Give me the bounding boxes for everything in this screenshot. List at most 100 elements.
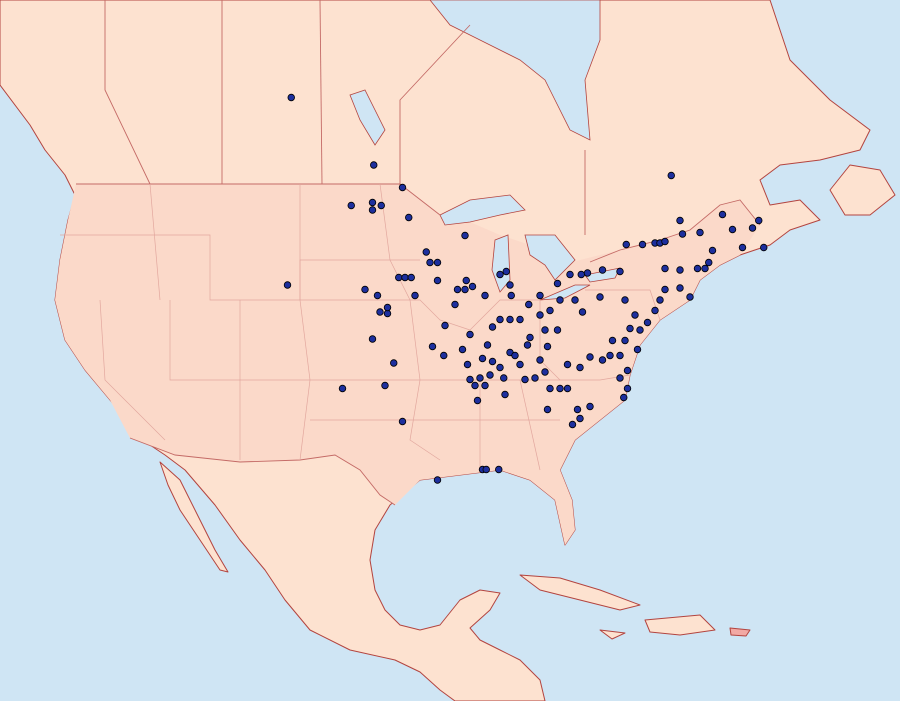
occurrence-point: [471, 381, 479, 390]
occurrence-point: [541, 368, 549, 376]
occurrence-point: [422, 248, 430, 256]
occurrence-point: [383, 303, 392, 312]
occurrence-point: [616, 374, 624, 382]
occurrence-point: [576, 363, 584, 372]
newfoundland: [829, 164, 896, 216]
puerto-rico: [729, 627, 751, 637]
state-line: [60, 234, 420, 301]
occurrence-point: [500, 374, 508, 382]
occurrence-point: [568, 420, 577, 429]
province-line: [319, 0, 323, 185]
occurrence-point: [760, 243, 768, 252]
occurrence-points: [283, 93, 768, 484]
occurrence-point: [511, 351, 519, 360]
occurrence-point: [398, 183, 407, 192]
occurrence-point: [462, 276, 470, 285]
occurrence-point: [496, 270, 504, 279]
occurrence-point: [631, 311, 639, 319]
occurrence-point: [755, 216, 763, 225]
occurrence-point: [661, 237, 669, 246]
occurrence-point: [676, 284, 684, 292]
us-mexico-border: [129, 437, 396, 506]
occurrence-point: [656, 296, 664, 304]
occurrence-point: [661, 264, 669, 273]
occurrence-point: [556, 384, 564, 393]
occurrence-point: [478, 354, 487, 363]
occurrence-point: [633, 345, 642, 354]
occurrence-point: [486, 371, 494, 379]
occurrence-point: [495, 465, 503, 474]
occurrence-point: [543, 342, 552, 351]
lake-ontario: [584, 267, 621, 283]
occurrence-point: [576, 414, 584, 423]
occurrence-point: [543, 405, 552, 414]
occurrence-point: [621, 296, 629, 304]
occurrence-point: [440, 351, 448, 360]
occurrence-point: [373, 291, 382, 300]
lake-winnipeg: [349, 89, 386, 146]
occurrence-point: [407, 273, 415, 282]
occurrence-point: [501, 390, 509, 399]
occurrence-point: [738, 243, 747, 252]
occurrence-point: [483, 341, 492, 349]
occurrence-point: [748, 224, 757, 232]
occurrence-point: [481, 381, 489, 390]
occurrence-point: [571, 296, 579, 304]
occurrence-point: [536, 311, 544, 319]
occurrence-point: [482, 465, 490, 474]
occurrence-point: [361, 285, 369, 294]
occurrence-point: [338, 384, 347, 393]
occurrence-point: [718, 210, 727, 219]
occurrence-point: [553, 326, 562, 334]
occurrence-point: [598, 266, 607, 274]
occurrence-point: [377, 201, 385, 210]
occurrence-point: [468, 282, 477, 291]
occurrence-point: [283, 281, 292, 289]
baja-california: [159, 461, 229, 573]
state-line: [99, 299, 166, 441]
hudson-bay: [429, 0, 601, 141]
occurrence-point: [622, 240, 630, 249]
occurrence-point: [678, 230, 687, 238]
lake-huron: [524, 234, 576, 281]
occurrence-point: [638, 240, 647, 249]
occurrence-point: [598, 356, 607, 364]
province-line: [399, 24, 471, 185]
occurrence-point: [463, 360, 472, 369]
province-line: [104, 0, 151, 185]
occurrence-point: [578, 308, 587, 316]
occurrence-point: [546, 306, 554, 315]
occurrence-point: [563, 360, 572, 369]
occurrence-point: [506, 315, 514, 324]
occurrence-point: [536, 356, 544, 364]
occurrence-point: [453, 285, 462, 294]
occurrence-point: [616, 351, 624, 360]
occurrence-point: [433, 276, 442, 285]
occurrence-point: [451, 300, 459, 309]
occurrence-point: [476, 374, 484, 382]
occurrence-point: [390, 359, 398, 367]
occurrence-point: [461, 285, 469, 294]
occurrence-point: [370, 161, 378, 169]
occurrence-point: [636, 326, 644, 334]
occurrence-point: [521, 375, 529, 384]
occurrence-point: [287, 93, 295, 102]
occurrence-point: [506, 281, 514, 289]
occurrence-point: [368, 198, 377, 207]
occurrence-point: [405, 213, 413, 222]
state-lines: [60, 183, 661, 471]
occurrence-point: [428, 342, 437, 351]
occurrence-point: [516, 315, 524, 324]
occurrence-point: [696, 228, 704, 237]
occurrence-point: [461, 231, 469, 240]
state-line: [239, 300, 631, 381]
occurrence-point: [488, 357, 497, 366]
state-line: [519, 379, 541, 471]
occurrence-point: [620, 393, 628, 402]
occurrence-point: [586, 402, 594, 411]
occurrence-point: [541, 326, 549, 334]
occurrence-point: [621, 336, 629, 345]
occurrence-point: [426, 258, 434, 267]
